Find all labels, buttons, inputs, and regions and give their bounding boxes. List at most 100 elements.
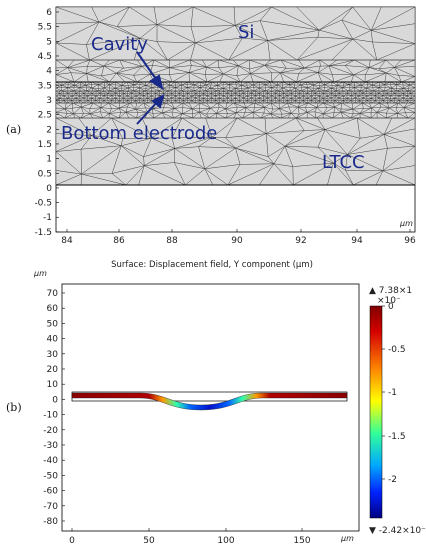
mesh-edge [362,97,364,101]
mesh-edge [100,93,105,96]
mesh-edge [287,100,292,104]
mesh-edge [64,113,68,119]
mesh-edge [291,95,296,99]
mesh-edge [340,111,354,114]
mesh-edge [70,72,75,83]
mesh-edge [56,93,60,97]
mesh-edge [72,102,82,108]
mesh-edge [318,95,324,99]
mesh-edge [225,108,228,114]
mesh-edge [242,112,254,119]
mesh-edge [67,93,73,97]
mesh-edge [81,173,113,175]
mesh-edge [162,108,175,114]
mesh-edge [83,95,85,99]
mesh-edge [100,107,112,109]
mesh-edge [56,87,62,92]
mesh-y-tick-label: 1 [46,155,52,165]
mesh-edge [372,81,380,86]
mesh-edge [156,41,168,61]
mesh-edge [119,59,143,67]
mesh-edge [227,97,232,101]
surface-y-tick-label: 20 [47,365,59,375]
mesh-edge [80,106,84,114]
mesh-edge [211,95,216,99]
mesh-edge [202,59,207,68]
mesh-edge [394,95,400,99]
mesh-edge [91,87,99,92]
mesh-edge [131,95,137,99]
mesh-edge [283,90,288,94]
mesh-edge [271,90,276,94]
mesh-edge [279,95,284,99]
mesh-edge [169,59,190,68]
mesh-edge [394,100,400,104]
mesh-edge [273,163,293,167]
mesh-edge [273,163,294,185]
mesh-edge [296,72,319,83]
mesh-edge [227,164,241,185]
mesh-edge [300,84,303,88]
mesh-edge [333,74,354,83]
mesh-edge [351,93,356,96]
mesh-edge [376,112,387,114]
mesh-edge [396,107,398,114]
mesh-edge [280,59,287,69]
mesh-edge [217,85,224,89]
mesh-edge [212,117,238,138]
mesh-edge [407,84,411,89]
mesh-edge [386,72,399,76]
mesh-edge [242,37,268,41]
mesh-edge [280,72,285,83]
mesh-edge [352,108,361,114]
mesh-edge [203,100,208,104]
colorbar-tick-label: 0 [388,302,394,312]
mesh-edge [279,106,289,109]
mesh-edge [385,87,392,89]
mesh-edge [404,107,415,109]
mesh-edge [291,113,300,115]
mesh-edge [89,111,101,115]
colorbar: ▲ 7.38×1 ×10⁻ 0 -0.5 -1 -1.5 -2 ▼ -2.42×10⁻³ [369,286,426,536]
mesh-edge [147,98,153,101]
mesh-edge [376,106,382,113]
mesh-edge [143,156,145,166]
mesh-edge [139,85,147,89]
mesh-edge [287,113,292,119]
mesh-edge [287,102,290,108]
mesh-edge [318,72,333,75]
mesh-edge [109,108,112,114]
mesh-edge [99,98,105,101]
mesh-edge [346,93,348,96]
mesh-edge [270,81,278,86]
mesh-edge [56,173,82,185]
mesh-edge [387,102,390,109]
mesh-edge [338,100,344,104]
mesh-edge [358,90,364,94]
mesh-edge [331,38,354,61]
mesh-edge [331,88,337,92]
mesh-edge [74,87,80,92]
mesh-edge [146,87,153,89]
surface-y-tick-label: -60 [43,487,58,497]
mesh-edge [139,81,147,86]
mesh-edge [103,65,117,74]
mesh-edge [310,90,312,94]
mesh-edge [121,138,152,146]
mesh-edge [119,98,124,101]
surface-x-tick-label: 150 [293,536,310,546]
mesh-edge [121,138,123,146]
mesh-edge [239,95,244,99]
surface-y-tick-label: 50 [47,319,59,329]
mesh-edge [56,7,100,23]
mesh-edge [225,117,238,138]
mesh-edge [247,90,252,94]
mesh-edge [352,38,378,61]
mesh-edge [371,100,376,104]
mesh-edge [347,90,352,94]
mesh-edge [384,84,392,89]
mesh-edge [255,95,260,99]
mesh-edge [316,102,324,108]
mesh-edge [145,85,153,88]
mesh-edge [135,93,141,97]
